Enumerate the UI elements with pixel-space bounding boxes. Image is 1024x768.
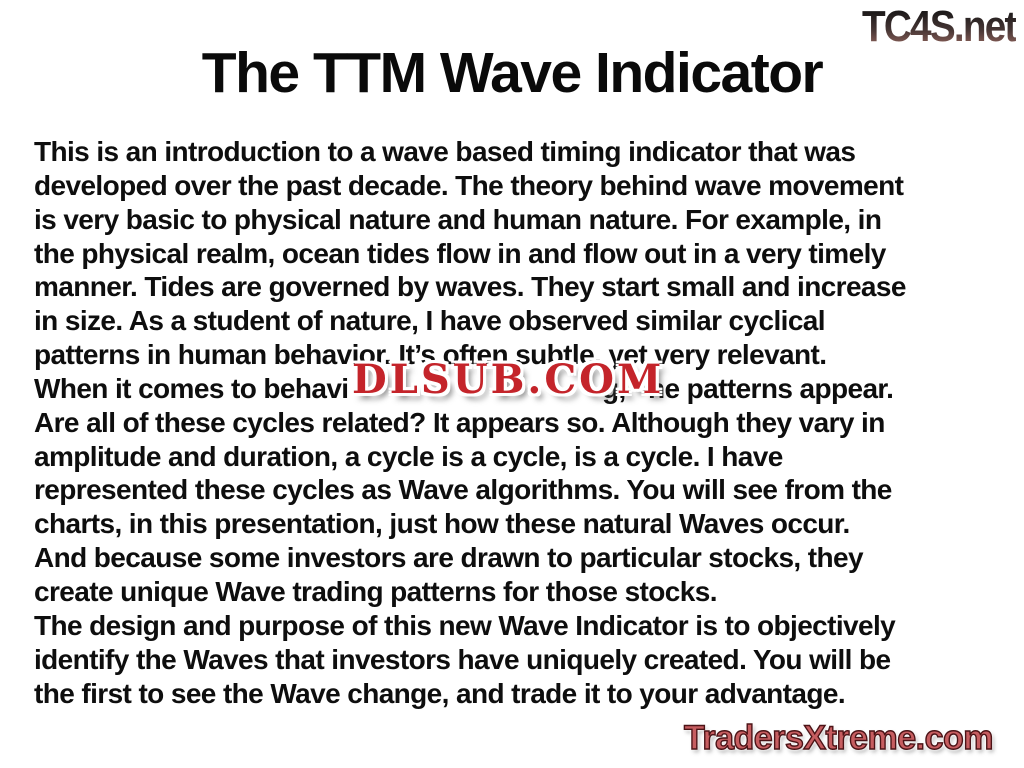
page-title: The TTM Wave Indicator [201,41,824,105]
paragraph-line: the physical realm, ocean tides flow in … [34,237,886,269]
watermark-tc4s: TC4S.net [862,2,1017,51]
paragraph-line: represented these cycles as Wave algorit… [34,474,892,506]
paragraph-line: The design and purpose of this new Wave … [34,609,896,641]
body-text: This is an introduction to a wave based … [34,135,1004,710]
watermark-dlsub: DLSUB.COM [352,356,665,403]
obscured-text-fragment: g, [602,372,626,404]
watermark-tradersxtreme: TradersXtreme.com [683,718,994,757]
paragraph-line: create unique Wave trading patterns for … [34,575,717,607]
paragraph-line: is very basic to physical nature and hum… [34,203,882,235]
paragraph-line: Are all of these cycles related? It appe… [34,406,885,438]
paragraph-line-obscured: When it comes to behavi g, ne patterns a… [34,372,1004,406]
paragraph-line: manner. Tides are governed by waves. The… [34,271,906,303]
obscured-line-before: When it comes to behavi [34,372,349,404]
paragraph-line: This is an introduction to a wave based … [34,136,856,167]
paragraph-line: amplitude and duration, a cycle is a cyc… [34,440,783,472]
paragraph-line: And because some investors are drawn to … [34,542,864,574]
obscured-line-after: ne patterns appear. [648,372,894,404]
paragraph-line: the first to see the Wave change, and tr… [34,677,846,709]
paragraph-line: developed over the past decade. The theo… [34,169,904,201]
paragraph-line: in size. As a student of nature, I have … [34,305,826,337]
paragraph-line: identify the Waves that investors have u… [34,643,891,675]
paragraph-line: patterns in human behavior. It’s often s… [34,339,827,371]
paragraph-line: charts, in this presentation, just how t… [34,508,850,540]
